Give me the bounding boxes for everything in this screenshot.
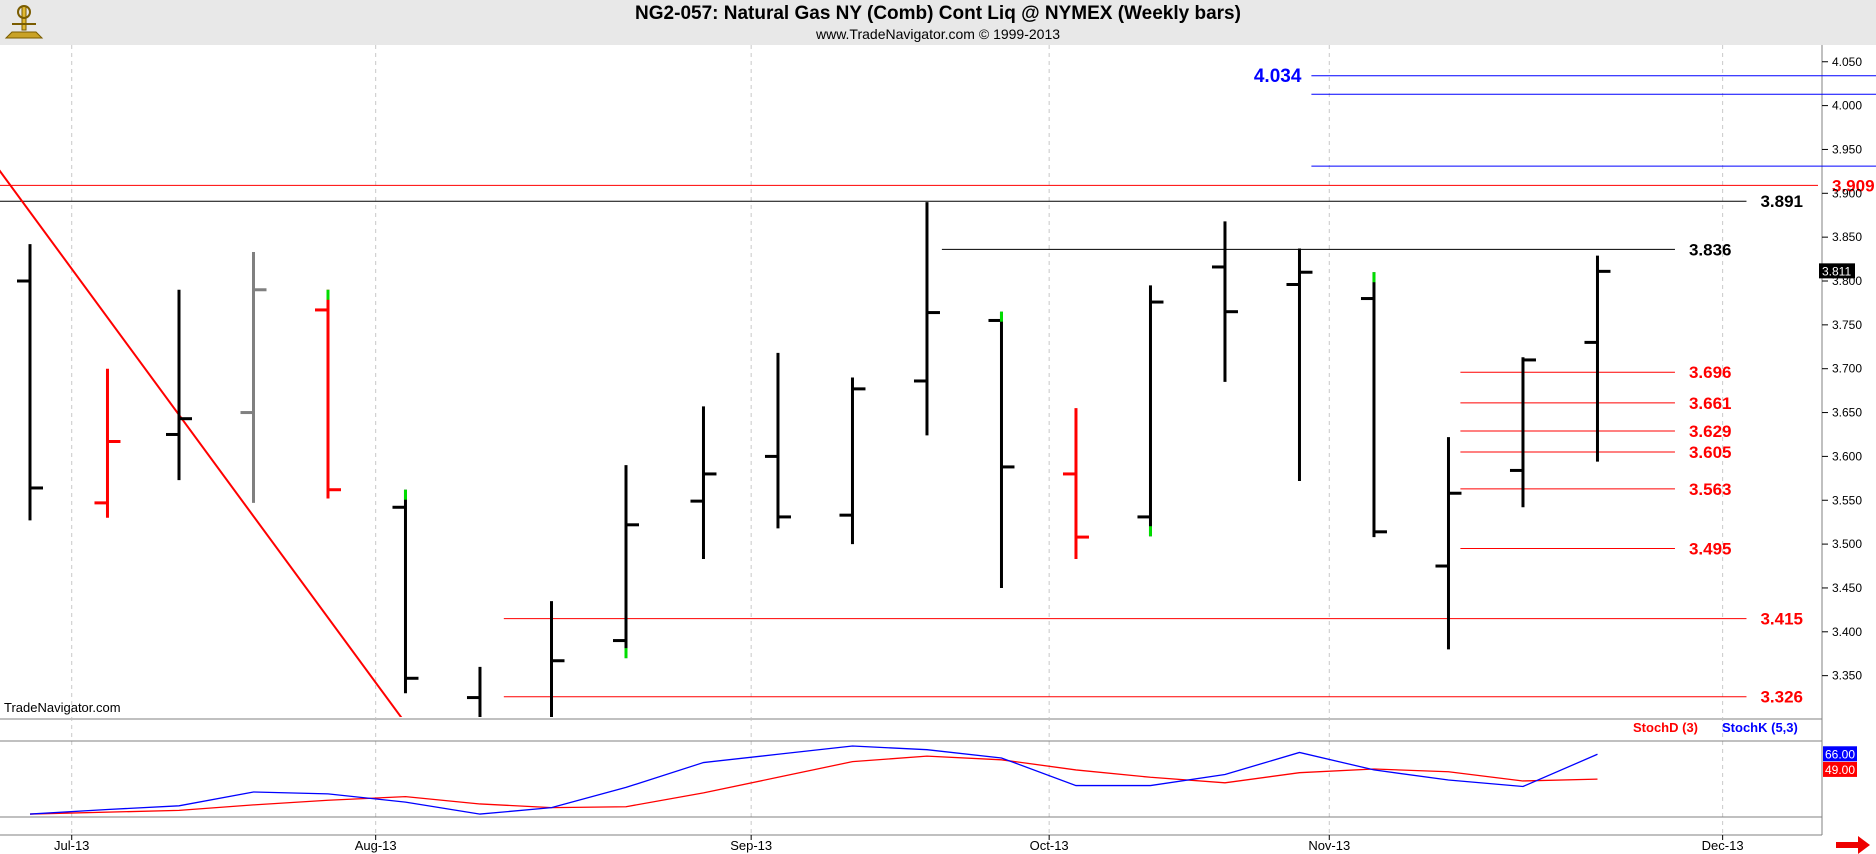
level-label-3.563: 3.563 bbox=[1689, 480, 1732, 499]
price-tick-label: 3.500 bbox=[1832, 537, 1862, 551]
ohlc-bar bbox=[94, 368, 121, 518]
price-tick-label: 3.650 bbox=[1832, 406, 1862, 420]
chart-title: NG2-057: Natural Gas NY (Comb) Cont Liq … bbox=[635, 3, 1241, 24]
ohlc-bar bbox=[1286, 248, 1313, 481]
price-tick-label: 3.900 bbox=[1832, 186, 1862, 200]
level-label-3.891: 3.891 bbox=[1760, 192, 1803, 211]
ohlc-bar bbox=[1360, 272, 1387, 538]
last-price-box bbox=[1819, 263, 1855, 279]
date-tick-label: Sep-13 bbox=[730, 838, 772, 853]
level-label-3.629: 3.629 bbox=[1689, 422, 1732, 441]
price-tick-label: 3.850 bbox=[1832, 230, 1862, 244]
price-tick-label: 3.350 bbox=[1832, 669, 1862, 683]
stoch-k-value: 66.00 bbox=[1825, 747, 1855, 761]
chart-subtitle: www.TradeNavigator.com © 1999-2013 bbox=[815, 26, 1061, 42]
date-tick-label: Jul-13 bbox=[54, 838, 89, 853]
ohlc-bar bbox=[392, 489, 419, 694]
grid-layer bbox=[0, 45, 1823, 836]
price-tick-label: 3.700 bbox=[1832, 362, 1862, 376]
ohlc-bar bbox=[1137, 285, 1164, 537]
trade-navigator-logo-icon bbox=[4, 5, 44, 39]
level-label-3.605: 3.605 bbox=[1689, 443, 1732, 462]
ohlc-bar bbox=[1584, 255, 1611, 462]
ohlc-bar bbox=[17, 244, 43, 521]
scroll-right-arrow-icon[interactable] bbox=[1836, 836, 1870, 854]
stoch-series-line bbox=[29, 755, 1598, 815]
price-tick-label: 3.550 bbox=[1832, 493, 1862, 507]
stoch-d-value: 49.00 bbox=[1825, 763, 1855, 777]
date-tick-label: Aug-13 bbox=[355, 838, 397, 853]
ohlc-bar bbox=[166, 289, 192, 481]
ohlc-bar bbox=[613, 465, 639, 659]
chart-header bbox=[0, 0, 1876, 45]
price-tick-label: 3.600 bbox=[1832, 449, 1862, 463]
legend-stoch-d: StochD (3) bbox=[1633, 720, 1698, 735]
ohlc-bar bbox=[690, 406, 717, 560]
ohlc-bar bbox=[1509, 357, 1536, 508]
last-price-label: 3.811 bbox=[1822, 264, 1851, 278]
level-label-4.034: 4.034 bbox=[1254, 66, 1302, 87]
ohlc-bar bbox=[839, 377, 866, 545]
stoch-series-line bbox=[29, 745, 1598, 815]
stoch-k-value-box bbox=[1823, 746, 1857, 762]
trendline-layer bbox=[0, 169, 403, 717]
ohlc-bar bbox=[550, 601, 565, 717]
stoch-d-value-box bbox=[1823, 761, 1857, 777]
ohlc-bar bbox=[988, 311, 1015, 588]
date-axis-layer: Jul-13Aug-13Sep-13Oct-13Nov-13Dec-13Jan-… bbox=[54, 835, 1744, 853]
price-tick-label: 3.400 bbox=[1832, 625, 1862, 639]
level-label-3.909: 3.909 bbox=[1832, 176, 1875, 195]
date-tick-label: Dec-13 bbox=[1702, 838, 1744, 853]
price-axis-layer: 4.0504.0003.9503.9003.8503.8003.7503.700… bbox=[1819, 55, 1862, 683]
level-label-3.495: 3.495 bbox=[1689, 539, 1732, 558]
watermark-text: TradeNavigator.com bbox=[4, 700, 121, 715]
levels-layer: 4.0344.0133.9313.9093.8913.8363.6963.661… bbox=[0, 66, 1876, 707]
ohlc-bar bbox=[764, 352, 791, 529]
price-tick-label: 3.450 bbox=[1832, 581, 1862, 595]
level-label-3.836: 3.836 bbox=[1689, 240, 1732, 259]
price-tick-label: 4.050 bbox=[1832, 55, 1862, 69]
level-label-3.415: 3.415 bbox=[1760, 610, 1803, 629]
ohlc-bar bbox=[315, 289, 341, 499]
ohlc-bar bbox=[1435, 437, 1462, 650]
price-tick-label: 3.750 bbox=[1832, 318, 1862, 332]
ohlc-bar bbox=[1062, 408, 1089, 560]
ohlc-bar bbox=[1211, 221, 1238, 382]
price-tick-label: 4.000 bbox=[1832, 99, 1862, 113]
downtrend-line bbox=[0, 169, 403, 717]
date-tick-label: Nov-13 bbox=[1308, 838, 1350, 853]
ohlc-bar bbox=[466, 666, 482, 717]
level-label-3.696: 3.696 bbox=[1689, 363, 1732, 382]
legend-stoch-k: StochK (5,3) bbox=[1722, 720, 1798, 735]
ohlc-bars-layer bbox=[17, 202, 1611, 717]
date-tick-label: Oct-13 bbox=[1030, 838, 1069, 853]
price-tick-label: 3.950 bbox=[1832, 142, 1862, 156]
ohlc-bar bbox=[913, 202, 940, 436]
stochastic-layer: StochD (3) StochK (5,3) 66.00 49.00 bbox=[29, 720, 1857, 815]
level-label-3.326: 3.326 bbox=[1760, 688, 1803, 707]
ohlc-bar bbox=[240, 252, 267, 503]
level-label-3.661: 3.661 bbox=[1689, 394, 1732, 413]
